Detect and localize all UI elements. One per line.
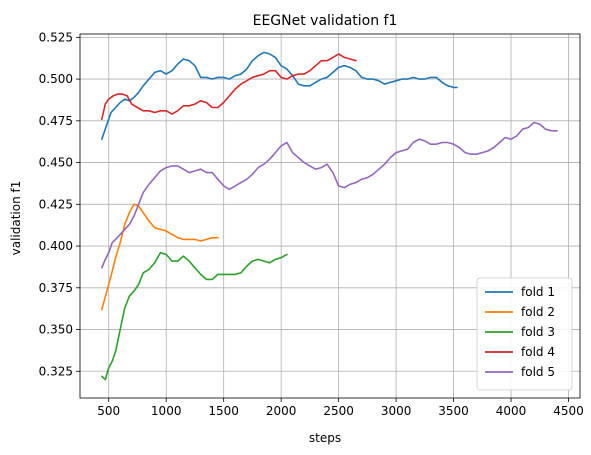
series-line-fold-3	[101, 251, 288, 381]
x-tick-label: 3500	[438, 404, 469, 418]
legend-label-fold-3: fold 3	[521, 325, 555, 339]
legend-label-fold-1: fold 1	[521, 285, 555, 299]
y-tick-label: 0.375	[39, 281, 73, 295]
x-axis-label: steps	[309, 431, 341, 445]
y-tick-label: 0.325	[39, 364, 73, 378]
x-tick-label: 1500	[208, 404, 239, 418]
legend: fold 1 fold 2 fold 3 fold 4 fold 5	[476, 277, 573, 391]
y-tick-label: 0.475	[39, 114, 73, 128]
x-tick-label: 2500	[323, 404, 354, 418]
chart-title: EEGNet validation f1	[253, 13, 398, 29]
y-tick-label: 0.425	[39, 197, 73, 211]
y-axis-ticks: 0.325 0.350 0.375 0.400 0.425 0.450 0.475 0.500…	[39, 30, 80, 378]
series-line-fold-5	[101, 121, 558, 269]
plot-area-frame	[79, 33, 581, 399]
x-tick-label: 500	[97, 404, 120, 418]
legend-box	[476, 277, 573, 391]
legend-label-fold-5: fold 5	[521, 365, 555, 379]
y-tick-label: 0.500	[39, 72, 73, 86]
x-tick-label: 2000	[266, 404, 297, 418]
x-tick-label: 1000	[151, 404, 182, 418]
y-tick-label: 0.450	[39, 156, 73, 170]
series-line-fold-1	[101, 51, 458, 140]
series-line-fold-4	[101, 53, 357, 120]
x-tick-label: 3000	[381, 404, 412, 418]
x-tick-label: 4000	[496, 404, 527, 418]
series-line-fold-2	[101, 203, 219, 311]
y-tick-label: 0.525	[39, 30, 73, 44]
y-tick-label: 0.400	[39, 239, 73, 253]
legend-label-fold-2: fold 2	[521, 305, 555, 319]
series-lines	[101, 51, 558, 381]
legend-label-fold-4: fold 4	[521, 345, 555, 359]
y-tick-label: 0.350	[39, 323, 73, 337]
x-axis-ticks: 500 1000 1500 2000 2500 3000 3500 4000 4500	[97, 398, 584, 418]
x-tick-label: 4500	[553, 404, 584, 418]
y-axis-label: validation f1	[9, 181, 23, 256]
